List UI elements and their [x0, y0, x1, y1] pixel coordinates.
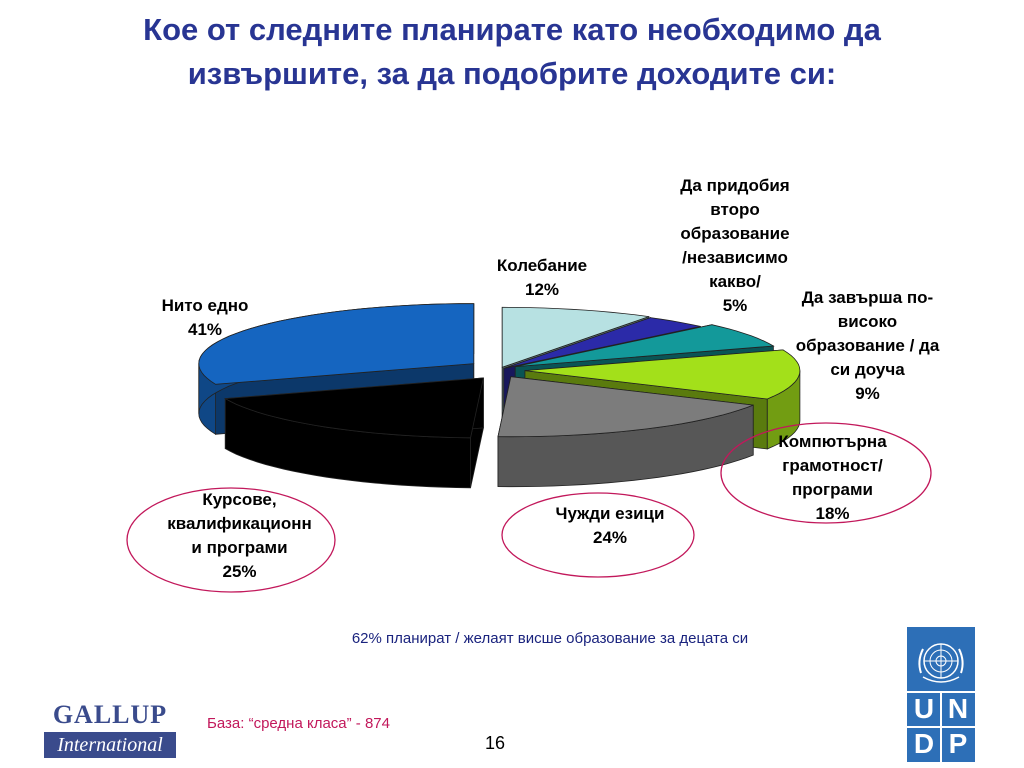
page-number: 16	[484, 733, 506, 753]
data-label-text: Да завърша по-	[801, 288, 934, 307]
highlight-ellipse-kursove	[126, 487, 336, 593]
data-label-text: Курсове,	[202, 490, 277, 509]
data-label-text: Компютърна	[778, 432, 887, 451]
data-label-text: програми	[792, 480, 873, 499]
un-emblem-icon	[918, 643, 964, 683]
data-label-nito: Нито едно 41%	[130, 294, 280, 342]
data-label-text: /независимо	[682, 248, 788, 267]
data-label-value: 12%	[524, 280, 560, 299]
data-label-value: 5%	[722, 296, 748, 315]
data-label-text: Чужди езици	[555, 504, 665, 523]
data-label-text: второ	[710, 200, 760, 219]
data-label-value: 18%	[815, 504, 850, 523]
pie-slice-nito	[198, 303, 475, 385]
data-label-vtoro: Да придобия второ образование/независимо ка…	[640, 174, 830, 318]
footnote: 62% планират / желаят висше образование …	[351, 630, 749, 647]
data-label-value: 41%	[187, 320, 223, 339]
page-title: Кое от следните планирате като необходим…	[40, 8, 984, 96]
pie-slice-komp	[524, 349, 801, 400]
data-label-kursove: Курсове, квалификационн и програми 25%	[132, 488, 347, 584]
data-label-text: образование / да	[795, 336, 940, 355]
data-label-chuzhdi: Чужди езици 24%	[530, 502, 690, 550]
sample-base: База: “средна класа” - 874	[207, 715, 390, 732]
gallup-logo-subtitle: International	[44, 732, 176, 758]
highlight-ellipse-chuzhdi	[501, 492, 695, 578]
data-label-text: и програми	[191, 538, 288, 557]
data-label-visoko: Да завърша по-високо образование / да си д…	[770, 286, 965, 406]
data-label-text: Да придобия	[680, 176, 790, 195]
undp-logo: U N D P	[907, 627, 975, 762]
gallup-logo: GALLUP International	[44, 700, 176, 758]
data-label-value: 9%	[855, 384, 880, 403]
data-label-value: 25%	[222, 562, 257, 581]
pie-slice-chuzhdi	[497, 376, 754, 438]
title-line-2: извършите, за да подобрите доходите си:	[187, 56, 837, 91]
undp-letter-n: N	[947, 693, 969, 724]
data-label-kolebanie: Колебание 12%	[472, 254, 612, 302]
undp-letter-u: U	[913, 693, 935, 724]
pie-slice-kursove	[223, 377, 484, 439]
data-label-text: Нито едно	[161, 296, 249, 315]
data-label-text: образование	[680, 224, 790, 243]
data-label-komp: Компютърна грамотност/програми 18%	[750, 430, 915, 526]
data-label-text: какво/	[709, 272, 761, 291]
undp-letter-d: D	[913, 728, 935, 759]
pie-slice-vtoro	[503, 317, 701, 369]
data-label-text: високо	[837, 312, 898, 331]
gallup-logo-name: GALLUP	[52, 700, 168, 729]
highlight-ellipse-komp	[720, 422, 932, 524]
data-label-text: Колебание	[496, 256, 588, 275]
pie-slice-visoko	[515, 324, 775, 368]
title-line-1: Кое от следните планирате като необходим…	[143, 12, 881, 47]
undp-letter-p: P	[948, 728, 968, 759]
data-label-value: 24%	[592, 528, 628, 547]
data-label-text: си доуча	[830, 360, 905, 379]
data-label-text: квалификационн	[167, 514, 312, 533]
data-label-text: грамотност/	[782, 456, 883, 475]
pie-slice-kolebanie	[501, 306, 650, 368]
